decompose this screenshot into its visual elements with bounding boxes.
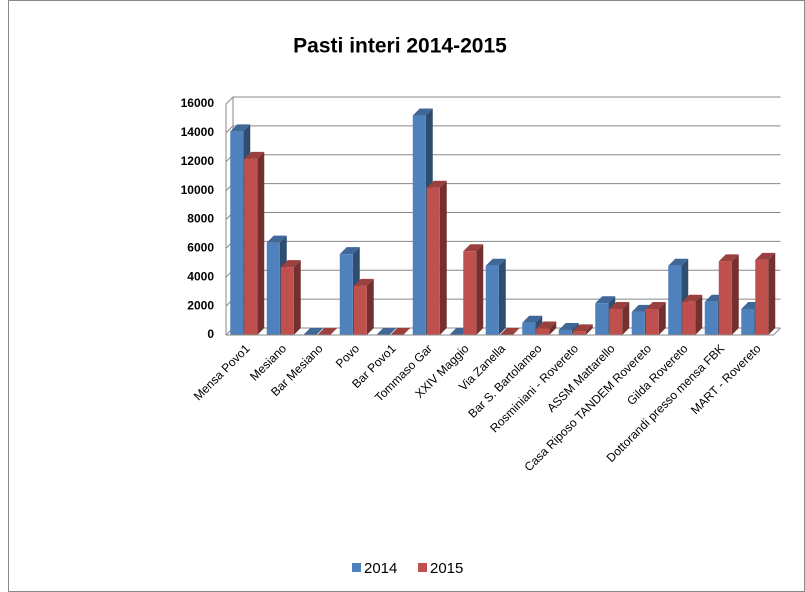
legend-swatch — [352, 563, 361, 572]
bar-top — [645, 302, 666, 310]
bar — [230, 131, 244, 335]
bar-top — [390, 328, 411, 335]
bar-top — [718, 254, 739, 262]
bar — [595, 303, 609, 335]
legend-label: 2015 — [430, 560, 463, 577]
bar — [244, 158, 258, 335]
bar — [463, 251, 477, 335]
bar-top — [280, 260, 301, 268]
bar — [572, 331, 586, 335]
bar-top — [353, 278, 374, 286]
bar-side — [731, 254, 739, 335]
bar-top — [755, 252, 776, 260]
bar-top — [426, 180, 447, 188]
bar — [741, 309, 755, 335]
bar-top — [631, 304, 652, 312]
bar-top — [412, 108, 433, 116]
bar-side — [585, 324, 593, 335]
bar-top — [668, 258, 689, 266]
y-tick-label: 12000 — [181, 154, 215, 168]
y-tick-label: 14000 — [181, 125, 215, 139]
bar-side — [498, 258, 506, 335]
bar — [266, 242, 280, 335]
y-tick-label: 16000 — [181, 96, 215, 110]
bar-side — [658, 302, 666, 335]
bar — [485, 265, 499, 335]
bar-top — [266, 235, 287, 243]
chart-title: Pasti interi 2014-2015 — [293, 35, 507, 58]
bar — [426, 187, 440, 335]
bar — [522, 322, 536, 335]
bar-side — [439, 180, 447, 335]
bar-top — [339, 247, 360, 255]
bar-top — [522, 315, 543, 323]
bar-top — [536, 321, 557, 329]
bar-top — [595, 296, 616, 304]
y-tick-label: 10000 — [181, 183, 215, 197]
y-tick-label: 2000 — [187, 298, 214, 312]
bar-top — [572, 324, 593, 332]
bar — [682, 301, 696, 335]
bar-top — [485, 258, 506, 266]
bar-top — [682, 294, 703, 302]
bar — [339, 254, 353, 335]
y-tick-label: 0 — [207, 327, 214, 341]
y-tick-label: 8000 — [187, 212, 214, 226]
bar-side — [476, 244, 484, 335]
y-tick-label: 4000 — [187, 269, 214, 283]
y-tick-label: 6000 — [187, 241, 214, 255]
bar-top — [244, 151, 265, 159]
bar-top — [499, 328, 520, 335]
bar-top — [317, 328, 338, 335]
bar-side — [549, 321, 557, 335]
bar — [645, 309, 659, 335]
bar-side — [622, 302, 630, 335]
grid-line — [225, 96, 781, 105]
bar — [631, 311, 645, 335]
bar-top — [230, 124, 251, 132]
bar-side — [366, 278, 374, 335]
bar — [280, 267, 294, 335]
bar — [704, 301, 718, 335]
grid-line — [225, 125, 781, 134]
bar — [558, 329, 572, 335]
bar-side — [768, 252, 776, 335]
bar-top — [609, 302, 630, 310]
bar — [353, 285, 367, 335]
bar-top — [463, 244, 484, 252]
bar-side — [293, 260, 301, 335]
bar-top — [558, 322, 579, 330]
legend-label: 2014 — [364, 560, 397, 577]
bar — [668, 265, 682, 335]
bar — [718, 261, 732, 335]
legend-swatch — [418, 563, 427, 572]
bar-top — [376, 328, 397, 335]
bar — [412, 115, 426, 335]
bar — [755, 259, 769, 335]
bar-side — [695, 294, 703, 335]
bar — [609, 309, 623, 335]
bar-side — [257, 151, 265, 335]
bar-top — [303, 328, 324, 335]
bar — [536, 328, 550, 335]
